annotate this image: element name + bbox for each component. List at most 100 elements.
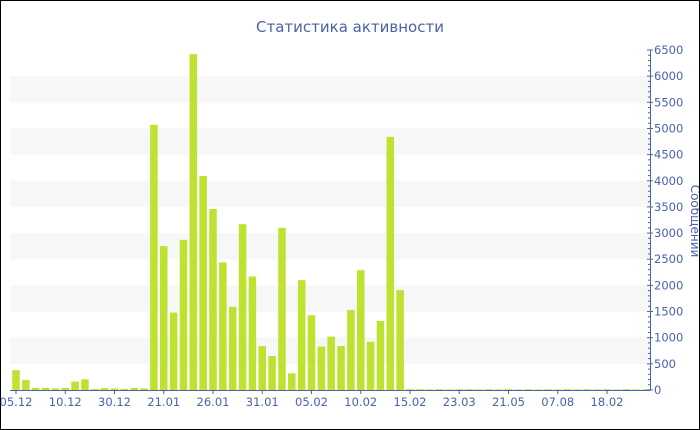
bar bbox=[22, 380, 30, 390]
y-tick-label: 1000 bbox=[654, 331, 683, 345]
bar bbox=[534, 389, 542, 390]
y-axis-label: Сообщений bbox=[688, 185, 699, 258]
bar bbox=[475, 389, 483, 390]
bar bbox=[297, 280, 306, 390]
bar bbox=[563, 389, 572, 390]
bar bbox=[603, 389, 611, 390]
bar bbox=[504, 389, 513, 390]
x-tick-label: 23.03 bbox=[443, 395, 476, 409]
bar bbox=[71, 381, 79, 390]
bar bbox=[425, 389, 434, 390]
bar bbox=[150, 124, 158, 391]
grid-band bbox=[10, 233, 650, 260]
bar bbox=[317, 346, 326, 390]
bar bbox=[100, 388, 109, 390]
bar bbox=[465, 389, 473, 390]
x-tick-label: 21.01 bbox=[147, 395, 180, 409]
y-tick-label: 5500 bbox=[654, 95, 683, 109]
bar bbox=[160, 246, 168, 390]
bar bbox=[376, 320, 385, 390]
bar bbox=[622, 389, 631, 390]
bar bbox=[573, 389, 582, 390]
bar bbox=[130, 387, 138, 390]
bar bbox=[61, 387, 69, 390]
x-tick-label: 21.05 bbox=[492, 395, 525, 409]
bar bbox=[268, 356, 276, 390]
bar bbox=[416, 389, 424, 390]
bar bbox=[406, 389, 414, 390]
bar bbox=[544, 389, 552, 390]
bar bbox=[327, 336, 335, 390]
bar bbox=[219, 262, 227, 390]
bar bbox=[435, 389, 444, 390]
bar bbox=[366, 341, 375, 390]
y-tick-label: 3500 bbox=[654, 200, 683, 214]
bar bbox=[632, 389, 641, 390]
bar bbox=[347, 309, 355, 390]
x-tick-label: 05.02 bbox=[295, 395, 328, 409]
y-tick-label: 2500 bbox=[654, 252, 683, 266]
grid-band bbox=[10, 285, 650, 312]
y-tick-label: 3000 bbox=[654, 226, 683, 240]
x-tick-label: 26.01 bbox=[197, 395, 230, 409]
x-tick-label: 07.08 bbox=[541, 395, 574, 409]
y-tick-label: 0 bbox=[654, 383, 661, 397]
bar bbox=[278, 227, 286, 390]
bar bbox=[396, 290, 404, 390]
y-tick-label: 2000 bbox=[654, 278, 683, 292]
x-tick-label: 10.12 bbox=[49, 395, 82, 409]
y-tick-label: 6000 bbox=[654, 69, 683, 83]
bar bbox=[613, 389, 621, 390]
bar bbox=[41, 387, 50, 390]
bar bbox=[199, 176, 207, 390]
x-tick-label: 18.02 bbox=[591, 395, 624, 409]
bar bbox=[554, 389, 562, 390]
bar bbox=[238, 224, 247, 390]
bar bbox=[120, 388, 129, 390]
grid-band bbox=[10, 128, 650, 155]
y-tick-label: 1500 bbox=[654, 305, 683, 319]
y-tick-label: 500 bbox=[654, 357, 676, 371]
y-tick-label: 6500 bbox=[654, 43, 683, 57]
bar bbox=[110, 388, 119, 390]
bar bbox=[51, 388, 60, 390]
bar bbox=[179, 239, 188, 390]
bar bbox=[307, 315, 316, 390]
x-tick-label: 15.02 bbox=[394, 395, 427, 409]
x-tick-label: 10.02 bbox=[344, 395, 377, 409]
x-tick-label: 31.01 bbox=[246, 395, 279, 409]
bar bbox=[258, 346, 266, 390]
bar bbox=[386, 136, 395, 390]
grid-band bbox=[10, 180, 650, 207]
bar bbox=[455, 389, 463, 390]
y-tick-label: 4000 bbox=[654, 174, 683, 188]
bar bbox=[288, 373, 296, 390]
x-tick-label: 05.12 bbox=[1, 395, 32, 409]
chart-title: Статистика активности bbox=[256, 18, 444, 36]
bar bbox=[140, 388, 148, 390]
y-tick-label: 4500 bbox=[654, 148, 683, 162]
bar bbox=[485, 389, 493, 390]
grid-band bbox=[10, 76, 650, 103]
bar bbox=[445, 389, 454, 390]
bar bbox=[169, 312, 178, 390]
bar bbox=[209, 209, 217, 390]
bar bbox=[583, 389, 592, 390]
bar bbox=[91, 388, 99, 390]
bar bbox=[189, 54, 198, 390]
bar bbox=[12, 370, 20, 390]
bar bbox=[81, 379, 89, 390]
x-tick-label: 30.12 bbox=[98, 395, 131, 409]
bar bbox=[642, 389, 651, 390]
bar bbox=[248, 276, 257, 390]
y-tick-label: 5000 bbox=[654, 121, 683, 135]
bar bbox=[514, 389, 523, 390]
bar bbox=[228, 306, 237, 390]
bar bbox=[357, 270, 365, 390]
bar bbox=[494, 389, 503, 390]
bar bbox=[524, 389, 532, 390]
bar bbox=[593, 389, 601, 390]
bar bbox=[31, 387, 40, 390]
